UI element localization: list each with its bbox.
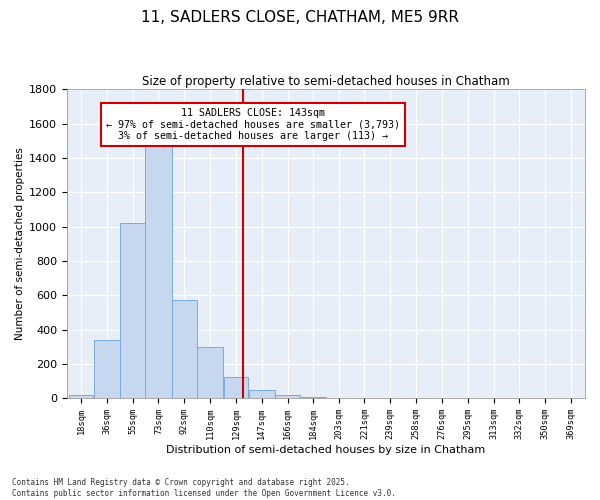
Bar <box>68 395 94 398</box>
Bar <box>224 377 248 398</box>
Bar <box>275 395 300 398</box>
Text: Contains HM Land Registry data © Crown copyright and database right 2025.
Contai: Contains HM Land Registry data © Crown c… <box>12 478 396 498</box>
Bar <box>197 346 223 398</box>
Text: 11 SADLERS CLOSE: 143sqm
← 97% of semi-detached houses are smaller (3,793)
3% of: 11 SADLERS CLOSE: 143sqm ← 97% of semi-d… <box>106 108 400 141</box>
Text: 11, SADLERS CLOSE, CHATHAM, ME5 9RR: 11, SADLERS CLOSE, CHATHAM, ME5 9RR <box>141 10 459 25</box>
X-axis label: Distribution of semi-detached houses by size in Chatham: Distribution of semi-detached houses by … <box>166 445 485 455</box>
Bar <box>120 223 145 398</box>
Bar <box>145 140 172 398</box>
Y-axis label: Number of semi-detached properties: Number of semi-detached properties <box>15 148 25 340</box>
Bar <box>94 340 120 398</box>
Bar <box>172 300 197 398</box>
Bar <box>249 390 275 398</box>
Title: Size of property relative to semi-detached houses in Chatham: Size of property relative to semi-detach… <box>142 75 510 88</box>
